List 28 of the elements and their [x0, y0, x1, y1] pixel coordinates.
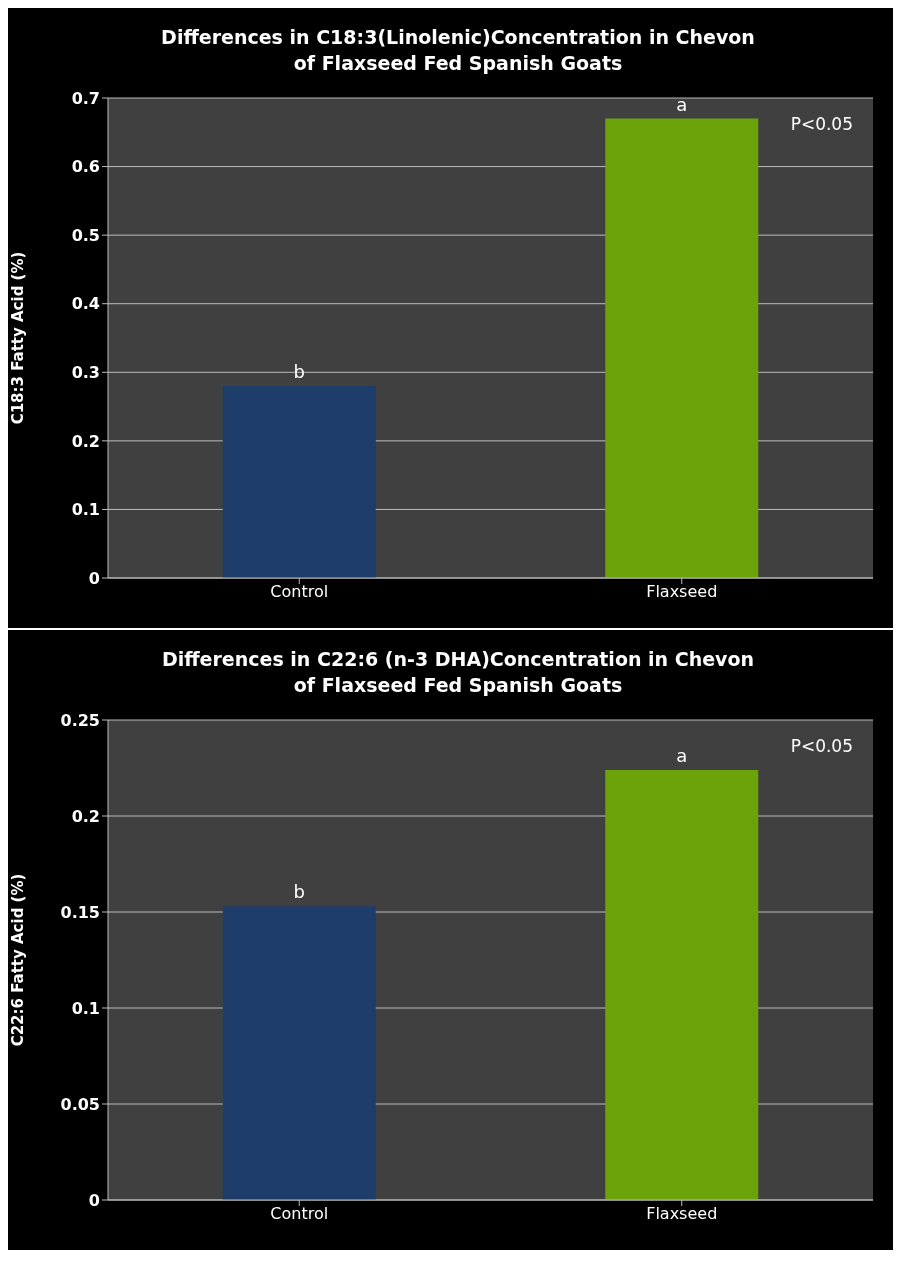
y-tick-label: 0.5 [71, 225, 100, 245]
y-tick-label: 0.15 [60, 902, 100, 922]
annotation: b [293, 361, 305, 382]
x-tick-label: Flaxseed [646, 1204, 718, 1224]
annotation: P<0.05 [790, 736, 853, 756]
chart-title: Differences in C22:6 (n-3 DHA)Concentration in Chevon of Flaxseed Fed Spanish Goats [160, 647, 756, 698]
y-tick-label: 0.4 [71, 294, 100, 314]
y-tick-label: 0.2 [71, 806, 100, 826]
annotation: a [676, 744, 688, 766]
y-tick-label: 0.3 [71, 362, 100, 382]
y-tick-label: 0.05 [60, 1094, 100, 1114]
y-tick-label: 0.2 [71, 431, 100, 451]
x-tick-label: Flaxseed [646, 582, 718, 602]
y-tick-label: 0.6 [71, 157, 100, 177]
chart-title: Differences in C18:3(Linolenic)Concentration in Chevon of Flaxseed Fed Spanish Goats [160, 25, 756, 76]
annotation: P<0.05 [790, 114, 853, 134]
y-tick-label: 0 [88, 1190, 100, 1210]
y-tick-label: 0 [88, 568, 100, 588]
y-tick-label: 0.25 [60, 710, 100, 730]
x-tick-label: Control [270, 1204, 329, 1224]
x-tick-label: Control [270, 582, 329, 602]
y-tick-label: 0.1 [71, 998, 100, 1018]
y-tick-label: 0.7 [71, 88, 100, 108]
y-axis-title: C18:3 Fatty Acid (%) [9, 251, 28, 425]
y-axis-title: C22:6 Fatty Acid (%) [9, 873, 28, 1047]
annotation: a [676, 93, 688, 115]
y-tick-label: 0.1 [71, 500, 100, 520]
annotation: b [293, 881, 305, 903]
